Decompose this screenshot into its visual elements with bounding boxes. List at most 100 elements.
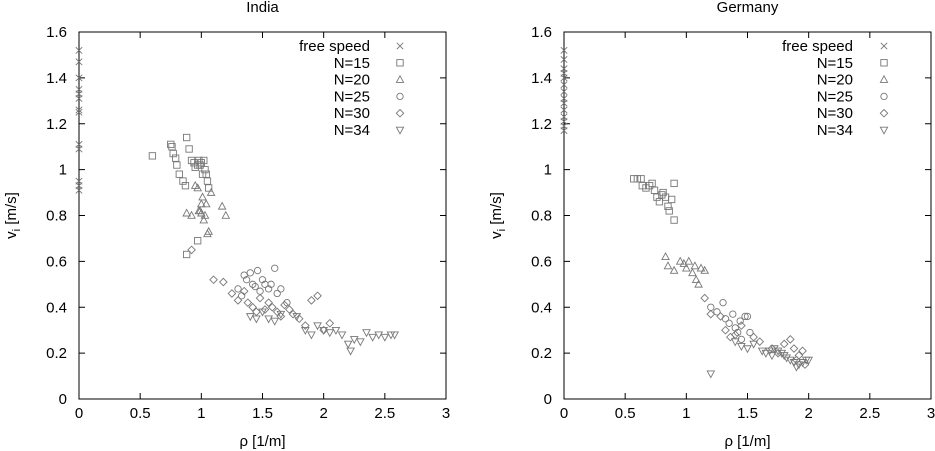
data-point: [789, 344, 799, 353]
data-point: [300, 321, 310, 330]
legend-label: N=20: [817, 72, 853, 89]
series-free-speed: [75, 46, 83, 194]
data-point: [195, 156, 203, 165]
data-point: [804, 356, 814, 365]
data-point: [276, 310, 286, 319]
data-point: [258, 308, 267, 317]
data-point: [264, 298, 273, 307]
data-point: [746, 328, 754, 337]
data-point: [798, 359, 807, 368]
data-point: [194, 237, 202, 245]
data-point: [560, 127, 568, 135]
data-point: [267, 302, 277, 312]
data-point: [325, 329, 335, 338]
legend-marker: [396, 59, 404, 67]
data-point: [197, 159, 205, 167]
data-point: [659, 188, 667, 197]
data-point: [233, 296, 243, 305]
legend-marker: [880, 42, 888, 50]
data-point: [719, 299, 727, 307]
data-point: [271, 264, 279, 272]
data-point: [251, 282, 259, 291]
data-point: [560, 106, 568, 114]
chart-germany: Germany 0 0.5 1 1.5 2 2.5 3 0 0.2 0.4 0.6 0.8 1 1.2 1.4…: [488, 0, 935, 450]
data-point: [273, 289, 281, 298]
x-tick-label: 1: [682, 405, 690, 422]
data-point: [202, 170, 210, 178]
data-point: [737, 342, 746, 351]
data-point: [325, 318, 335, 328]
data-point: [200, 156, 208, 165]
data-point: [264, 315, 273, 324]
x-tick-label: 3: [927, 405, 935, 422]
data-point: [242, 276, 251, 284]
data-point: [277, 285, 285, 293]
data-point: [313, 291, 322, 301]
data-point: [255, 293, 265, 303]
data-point: [187, 210, 196, 219]
data-point: [264, 285, 273, 293]
data-point: [743, 312, 752, 321]
data-point: [183, 133, 191, 142]
data-point: [694, 279, 703, 288]
series-n-30: [187, 245, 335, 335]
plot-frame: [78, 31, 447, 400]
data-point: [655, 198, 664, 206]
legend-label: N=20: [334, 72, 370, 89]
y-tick-label: 1.4: [46, 70, 67, 87]
data-point: [670, 179, 678, 188]
data-point: [300, 326, 310, 335]
chart-title: India: [246, 0, 279, 16]
data-point: [249, 280, 257, 288]
y-axis-label: vi [m/s]: [488, 192, 508, 239]
data-point: [252, 315, 261, 324]
data-point: [205, 184, 213, 192]
data-point: [773, 348, 783, 358]
data-point: [185, 145, 193, 153]
data-point: [203, 177, 212, 185]
data-point: [726, 332, 735, 342]
y-axis-label-unit: [m/s]: [3, 192, 20, 229]
data-point: [258, 276, 267, 284]
data-point: [749, 340, 758, 349]
data-point: [331, 326, 341, 335]
legend-label: N=15: [817, 55, 853, 72]
data-point: [721, 325, 730, 335]
y-tick-label: 1.6: [531, 24, 552, 41]
data-point: [234, 285, 242, 293]
data-point: [706, 309, 716, 319]
legend-label: N=25: [334, 88, 370, 105]
data-point: [374, 331, 384, 340]
y-axis-label-symbol: v: [488, 231, 505, 239]
data-point: [725, 319, 733, 327]
data-point: [206, 187, 216, 196]
data-point: [653, 193, 661, 201]
legend-marker: [395, 74, 405, 83]
data-point: [193, 183, 203, 192]
data-point: [200, 210, 210, 219]
legend-marker: [396, 42, 404, 50]
data-point: [773, 347, 783, 356]
y-tick-label: 1.6: [46, 24, 67, 41]
series-n-15: [148, 133, 213, 259]
data-point: [380, 333, 390, 342]
data-point: [227, 289, 237, 298]
legend-marker: [879, 108, 889, 118]
data-point: [800, 360, 810, 369]
data-point: [560, 99, 568, 107]
data-point: [75, 46, 83, 54]
data-point: [245, 313, 255, 322]
legend-label: free speed: [782, 38, 853, 55]
y-tick-label: 0.2: [531, 345, 552, 362]
data-point: [270, 317, 280, 326]
series-n-25: [707, 299, 754, 344]
data-point: [319, 326, 329, 335]
legend-marker: [880, 59, 888, 67]
data-point: [730, 338, 740, 347]
data-point: [148, 152, 157, 160]
data-point: [285, 305, 294, 314]
legend-marker: [395, 126, 405, 135]
x-tick-label: 0: [560, 405, 568, 422]
